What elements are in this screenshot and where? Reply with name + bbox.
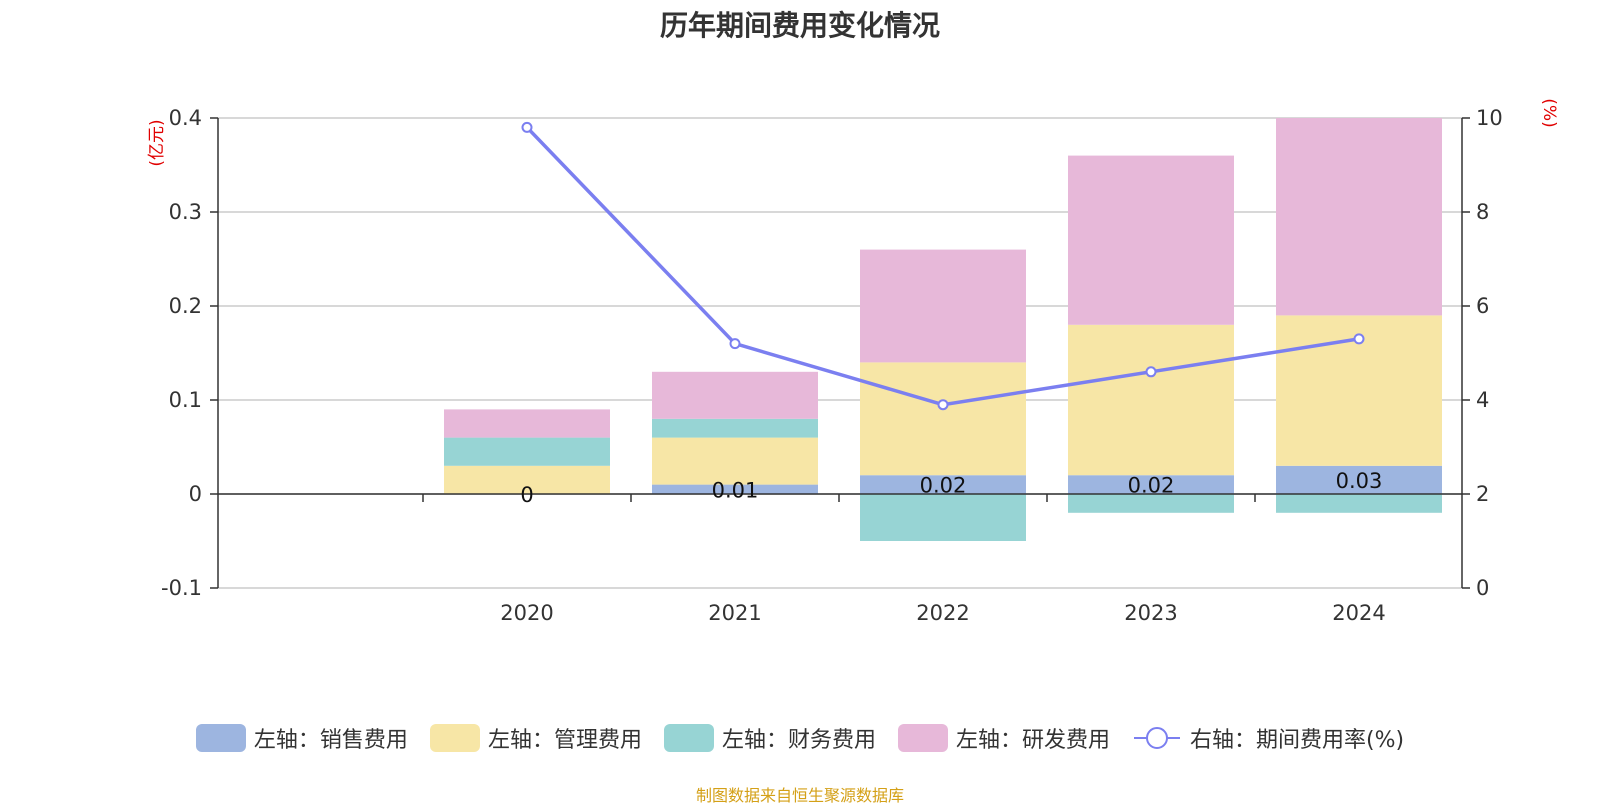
- bar-data-label: 0: [520, 483, 533, 507]
- bar-3-2024: [1276, 118, 1442, 316]
- legend-swatch-admin: [429, 724, 480, 752]
- legend-item-finance[interactable]: 左轴：财务费用: [663, 722, 876, 754]
- legend-label-sales: 左轴：销售费用: [253, 728, 408, 753]
- right-axis-tick-label: 10: [1476, 106, 1503, 130]
- legend-item-rd[interactable]: 左轴：研发费用: [897, 722, 1110, 754]
- bar-2-2023: [1068, 494, 1234, 513]
- x-axis-tick-label: 2020: [500, 601, 553, 625]
- bar-data-label: 0.01: [712, 478, 759, 502]
- legend-swatch-rd: [897, 724, 948, 752]
- chart-title: 历年期间费用变化情况: [659, 9, 940, 42]
- right-axis-tick-label: 0: [1476, 576, 1489, 600]
- legend-item-expense-rate[interactable]: 右轴：期间费用率(%): [1132, 722, 1404, 754]
- left-axis-tick-label: 0.2: [169, 294, 202, 318]
- right-axis-unit-label: (%): [1539, 98, 1559, 127]
- bar-data-label: 0.03: [1336, 469, 1383, 493]
- bar-3-2020: [444, 409, 610, 438]
- right-axis-tick-label: 4: [1476, 388, 1489, 412]
- legend-item-sales[interactable]: 左轴：销售费用: [195, 722, 408, 754]
- expense-rate-point: [1353, 333, 1365, 345]
- legend-label-rd: 左轴：研发费用: [955, 728, 1110, 753]
- bar-2-2022: [860, 494, 1026, 541]
- expense-rate-point: [1145, 366, 1157, 378]
- x-axis-tick-label: 2021: [708, 601, 761, 625]
- bar-2-2024: [1276, 494, 1442, 513]
- left-axis-tick-label: 0.4: [169, 106, 202, 130]
- bar-3-2022: [860, 249, 1026, 363]
- bar-3-2021: [652, 371, 818, 419]
- legend-swatch-sales: [195, 724, 246, 752]
- bar-1-2020: [444, 465, 610, 494]
- expense-rate-point: [521, 121, 533, 133]
- bar-1-2022: [860, 362, 1026, 476]
- bar-0-2021: [652, 484, 818, 494]
- legend-item-admin[interactable]: 左轴：管理费用: [429, 722, 642, 754]
- bar-1-2023: [1068, 324, 1234, 476]
- right-axis-tick-label: 2: [1476, 482, 1489, 506]
- legend-label-finance: 左轴：财务费用: [721, 728, 876, 753]
- legend-label-admin: 左轴：管理费用: [487, 728, 642, 753]
- legend-label-expense-rate: 右轴：期间费用率(%): [1189, 728, 1405, 753]
- left-axis-tick-label: -0.1: [161, 576, 202, 600]
- bar-data-label: 0.02: [1128, 474, 1175, 498]
- bar-0-2023: [1068, 475, 1234, 494]
- x-axis-tick-label: 2022: [916, 601, 969, 625]
- source-note: 制图数据来自恒生聚源数据库: [695, 786, 904, 805]
- expense-rate-point: [937, 399, 949, 411]
- expense-rate-point: [729, 338, 741, 350]
- bar-data-label: 0.02: [920, 474, 967, 498]
- bar-2-2020: [444, 437, 610, 466]
- right-axis-tick-label: 8: [1476, 200, 1489, 224]
- bar-3-2023: [1068, 155, 1234, 325]
- legend-line-marker-icon: [1132, 724, 1182, 752]
- x-axis-tick-label: 2024: [1332, 601, 1385, 625]
- legend: 左轴：销售费用 左轴：管理费用 左轴：财务费用 左轴：研发费用 右轴：期间费用率…: [0, 722, 1600, 754]
- x-axis-tick-label: 2023: [1124, 601, 1177, 625]
- bar-2-2021: [652, 418, 818, 438]
- left-axis-unit-label: (亿元): [147, 119, 167, 166]
- left-axis-tick-label: 0.1: [169, 388, 202, 412]
- right-axis-tick-label: 6: [1476, 294, 1489, 318]
- bar-0-2022: [860, 475, 1026, 494]
- bar-0-2024: [1276, 465, 1442, 494]
- left-axis-tick-label: 0: [189, 482, 202, 506]
- left-axis-tick-label: 0.3: [169, 200, 202, 224]
- legend-swatch-finance: [663, 724, 714, 752]
- bar-1-2021: [652, 437, 818, 485]
